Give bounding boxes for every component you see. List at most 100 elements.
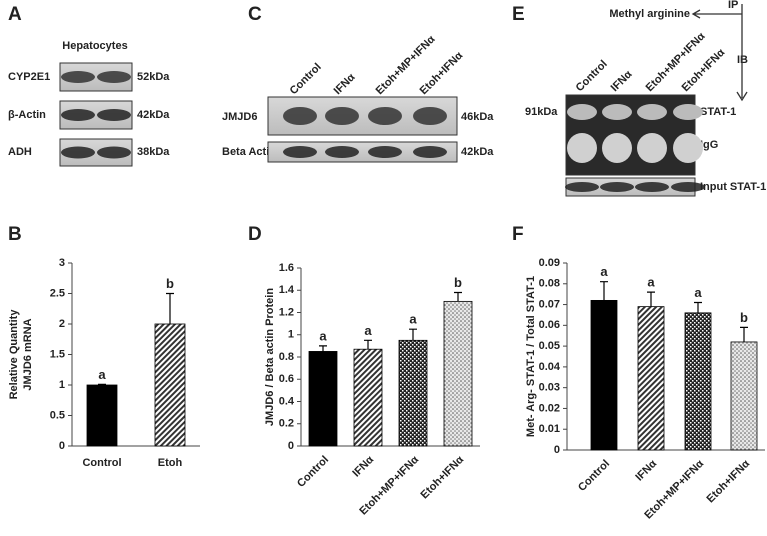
blot-band — [635, 182, 669, 192]
y-tick-label: 0 — [288, 440, 294, 452]
blot-band — [413, 107, 447, 125]
row-size: 52kDa — [137, 71, 170, 83]
blot-title: Hepatocytes — [62, 40, 127, 52]
x-tick-label: IFNα — [350, 454, 376, 480]
x-tick-label: IFNα — [633, 458, 659, 484]
blot-band — [283, 146, 317, 158]
y-tick-label: 2 — [59, 318, 65, 330]
y-tick-label: 0.2 — [279, 418, 294, 430]
error-bar — [454, 291, 462, 302]
panel-label: E — [512, 4, 525, 25]
y-tick-label: 3 — [59, 257, 65, 269]
panel-label: B — [8, 224, 22, 245]
data-label: a — [600, 264, 608, 279]
blot-band — [368, 107, 402, 125]
bar — [86, 384, 118, 447]
panel-label: D — [248, 224, 262, 245]
error-bar — [319, 345, 327, 352]
y-tick-label: 0.03 — [539, 382, 560, 394]
y-tick-label: 1 — [59, 379, 65, 391]
blot-band — [413, 146, 447, 158]
input-label: Input STAT-1 — [700, 181, 766, 193]
blot-band — [61, 109, 95, 121]
y-tick-label: 2.5 — [50, 287, 65, 299]
bar — [308, 351, 338, 447]
blot-band — [97, 146, 131, 159]
data-label: a — [694, 285, 702, 300]
lane-label: Etoh+MP+IFNα — [644, 30, 708, 94]
y-tick-label: 0.5 — [50, 409, 65, 421]
lane-label: Control — [288, 61, 324, 97]
data-label: a — [647, 275, 655, 290]
y-tick-label: 0.09 — [539, 257, 560, 269]
x-tick-label: Etoh+IFNα — [419, 454, 467, 502]
blot-band — [600, 182, 634, 192]
lane-label: Control — [574, 58, 610, 94]
y-tick-label: 0 — [554, 444, 560, 456]
blot — [267, 141, 458, 163]
panel-label: C — [248, 4, 262, 25]
error-bar — [98, 383, 106, 385]
error-bar — [409, 328, 417, 341]
data-label: b — [454, 275, 462, 290]
row-label: CYP2E1 — [8, 71, 50, 83]
x-tick-label: Etoh — [158, 457, 183, 469]
error-bar — [740, 326, 748, 342]
y-tick-label: 0.01 — [539, 423, 560, 435]
row-label: ADH — [8, 146, 32, 158]
bar — [398, 339, 428, 447]
lane-label: IFNα — [609, 68, 635, 94]
row-size: 42kDa — [137, 109, 170, 121]
row-label: JMJD6 — [222, 111, 257, 123]
size-label: 91kDa — [525, 106, 558, 118]
bar — [684, 312, 712, 451]
bar — [590, 299, 618, 451]
y-tick-label: 1.2 — [279, 306, 294, 318]
bar — [154, 323, 186, 447]
y-tick-label: 1 — [288, 329, 294, 341]
blot-band — [602, 104, 632, 120]
y-axis-label: JMJD6 mRNA — [22, 318, 34, 390]
y-tick-label: 1.5 — [50, 348, 65, 360]
y-axis-label: JMJD6 / Beta actin Protein — [264, 288, 276, 426]
error-bar — [600, 281, 608, 301]
y-tick-label: 0.6 — [279, 373, 294, 385]
y-tick-label: 1.4 — [279, 284, 295, 296]
ip-label: IP — [728, 0, 738, 11]
error-bar — [166, 292, 174, 324]
bar — [730, 341, 758, 451]
row-size: 46kDa — [461, 111, 494, 123]
row-size: 42kDa — [461, 146, 494, 158]
y-tick-label: 1.6 — [279, 262, 294, 274]
y-tick-label: 0 — [59, 440, 65, 452]
lane-label: IFNα — [332, 71, 358, 97]
row-label: Beta Actin — [222, 146, 276, 158]
panel-label: F — [512, 224, 524, 245]
x-tick-label: Etoh+IFNα — [705, 458, 753, 506]
blot-band — [325, 146, 359, 158]
x-tick-label: Control — [82, 457, 121, 469]
error-bar — [694, 301, 702, 313]
data-label: b — [166, 276, 174, 291]
y-tick-label: 0.08 — [539, 278, 560, 290]
antibody-label: Methyl arginine — [609, 8, 690, 20]
blot-band — [602, 133, 632, 163]
error-bar — [647, 291, 655, 307]
blot-band — [325, 107, 359, 125]
y-axis-label: Relative Quantity — [8, 309, 20, 400]
blot-band — [61, 71, 95, 83]
blot-band — [671, 182, 705, 192]
x-tick-label: Control — [295, 454, 331, 490]
blot-band — [673, 104, 703, 120]
ip-ib-arrows — [691, 4, 748, 102]
y-tick-label: 0.07 — [539, 298, 560, 310]
blot-band — [673, 133, 703, 163]
blot-band — [567, 104, 597, 120]
blot-band — [637, 104, 667, 120]
blot-band — [368, 146, 402, 158]
data-label: b — [740, 310, 748, 325]
data-label: a — [319, 328, 327, 343]
band-label: IgG — [700, 139, 718, 151]
band-label: STAT-1 — [700, 106, 736, 118]
bar — [353, 348, 383, 447]
